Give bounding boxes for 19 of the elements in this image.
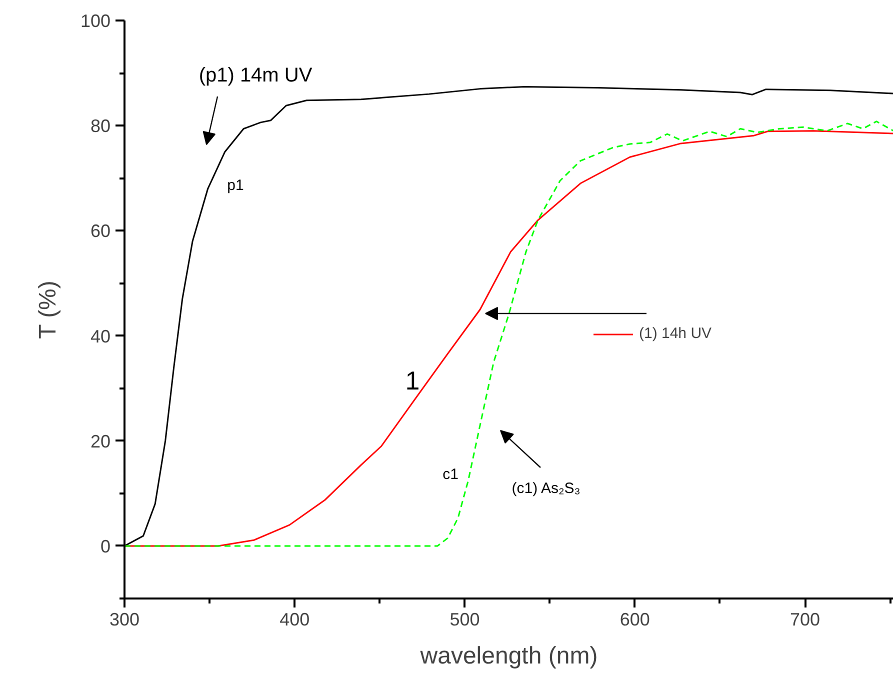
y-tick-label: 60 (90, 221, 111, 242)
y-axis-title: T (%) (34, 280, 62, 339)
annotation: (p1) 14m UV (198, 64, 313, 86)
legend-label: (1) 14h UV (639, 325, 712, 342)
annotation: 1 (405, 366, 420, 396)
y-tick-label: 0 (100, 536, 111, 556)
y-tick-label: 100 (80, 11, 111, 31)
annotation: c1 (442, 466, 458, 483)
x-tick-label: 400 (280, 610, 310, 630)
y-tick-label: 20 (90, 431, 111, 452)
x-axis-title: wavelength (nm) (419, 642, 598, 670)
y-tick-label: 40 (90, 326, 111, 346)
x-tick-label: 300 (109, 610, 140, 630)
annotation: (c1) As₂S₃ (512, 480, 580, 497)
annotation: p1 (227, 177, 244, 194)
x-tick-label: 600 (620, 610, 650, 630)
x-tick-label: 500 (450, 610, 480, 630)
x-tick-label: 700 (790, 610, 820, 630)
y-tick-label: 80 (90, 116, 111, 136)
